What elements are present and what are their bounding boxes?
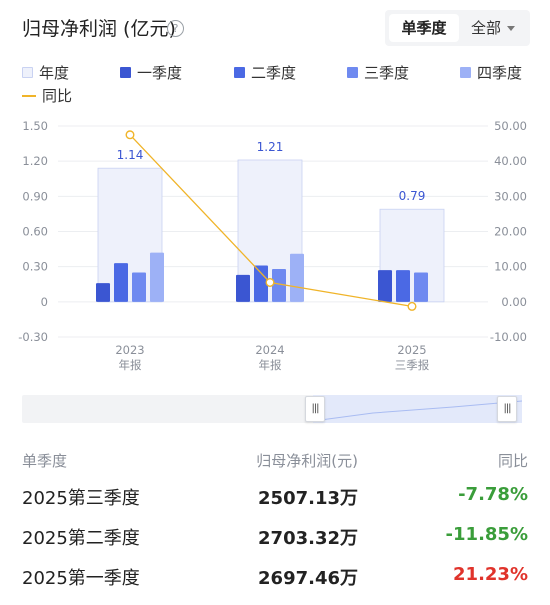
tab-all-label: 全部 bbox=[471, 19, 502, 37]
y-right-tick-label: 50.00 bbox=[494, 119, 527, 133]
legend-swatch-q1 bbox=[120, 67, 131, 78]
row-period: 2025第二季度 bbox=[22, 528, 140, 549]
quarterly-table: 单季度 归母净利润(元) 同比 2025第三季度 2507.13万 -7.78%… bbox=[0, 445, 550, 599]
chevron-down-icon bbox=[507, 25, 516, 31]
y-right-tick-label: 0.00 bbox=[501, 295, 527, 309]
y-left-tick-label: 0.60 bbox=[22, 225, 48, 239]
legend-item-yoy[interactable]: 同比 bbox=[22, 85, 72, 106]
legend-label-q1: 一季度 bbox=[137, 64, 183, 82]
legend-swatch-q2 bbox=[234, 67, 245, 78]
y-right-tick-label: 40.00 bbox=[494, 154, 527, 168]
range-slider-selection bbox=[312, 395, 523, 423]
legend-swatch-q3 bbox=[347, 67, 358, 78]
row-period: 2025第一季度 bbox=[22, 568, 140, 589]
y-left-tick-label: 1.20 bbox=[22, 154, 48, 168]
q2-bar bbox=[254, 265, 268, 302]
period-toggle: 单季度 全部 bbox=[385, 10, 530, 46]
y-right-tick-label: 30.00 bbox=[494, 189, 527, 203]
tab-all-dropdown[interactable]: 全部 bbox=[471, 14, 516, 42]
y-left-tick-label: -0.30 bbox=[18, 330, 48, 344]
chart-header: 归母净利润 (亿元) ? 单季度 全部 bbox=[0, 0, 550, 60]
tab-quarterly[interactable]: 单季度 bbox=[389, 14, 459, 42]
row-value: 2507.13万 bbox=[258, 488, 358, 509]
legend-item-q1[interactable]: 一季度 bbox=[120, 62, 182, 83]
table-row: 2025第一季度 2697.46万 21.23% bbox=[0, 559, 550, 599]
table-header: 单季度 归母净利润(元) 同比 bbox=[0, 445, 550, 479]
legend-label-q3: 三季度 bbox=[364, 64, 410, 82]
net-profit-chart: 1.50 1.20 0.90 0.60 0.30 0 -0.30 50.00 40.00 30.0… bbox=[18, 119, 527, 372]
y-right-tick-label: 10.00 bbox=[494, 260, 527, 274]
legend-label-yoy: 同比 bbox=[42, 87, 73, 105]
yoy-point bbox=[407, 301, 417, 311]
legend-swatch-annual bbox=[22, 67, 33, 78]
legend-item-q2[interactable]: 二季度 bbox=[234, 62, 296, 83]
q3-bar bbox=[414, 272, 428, 302]
range-slider[interactable]: ||| ||| bbox=[22, 395, 523, 423]
annual-value-label: 1.14 bbox=[117, 148, 144, 162]
y-left-tick-label: 1.50 bbox=[22, 119, 48, 133]
table-row: 2025第三季度 2507.13万 -7.78% bbox=[0, 479, 550, 519]
q2-bar bbox=[114, 263, 128, 302]
x-tick-year: 2023 bbox=[115, 343, 144, 357]
q3-bar bbox=[132, 272, 146, 302]
table-header-yoy: 同比 bbox=[497, 452, 528, 470]
range-slider-left-handle[interactable]: ||| bbox=[305, 396, 325, 422]
range-slider-trend-line bbox=[312, 400, 523, 422]
y-left-tick-label: 0.30 bbox=[22, 260, 48, 274]
q1-bar bbox=[378, 270, 392, 302]
x-tick-period: 年报 bbox=[259, 358, 282, 372]
row-yoy: -11.85% bbox=[445, 524, 528, 545]
x-tick-year: 2025 bbox=[397, 343, 426, 357]
table-row: 2025第二季度 2703.32万 -11.85% bbox=[0, 519, 550, 559]
legend-swatch-yoy bbox=[22, 94, 36, 97]
x-tick-period: 年报 bbox=[119, 358, 142, 372]
q3-bar bbox=[272, 269, 286, 302]
range-slider-right-handle[interactable]: ||| bbox=[497, 396, 517, 422]
y-left-tick-label: 0.90 bbox=[22, 189, 48, 203]
legend-label-annual: 年度 bbox=[39, 64, 70, 82]
chart-title: 归母净利润 (亿元) bbox=[22, 18, 176, 40]
q1-bar bbox=[96, 283, 110, 302]
table-header-value: 归母净利润(元) bbox=[256, 452, 358, 470]
yoy-point bbox=[265, 277, 275, 287]
x-tick-year: 2024 bbox=[255, 343, 284, 357]
legend-label-q2: 二季度 bbox=[251, 64, 297, 82]
row-value: 2697.46万 bbox=[258, 568, 358, 589]
row-yoy: 21.23% bbox=[453, 564, 528, 585]
legend-item-annual[interactable]: 年度 bbox=[22, 62, 69, 83]
x-tick-period: 三季报 bbox=[395, 358, 430, 372]
q4-bar bbox=[290, 253, 304, 302]
row-yoy: -7.78% bbox=[458, 484, 528, 505]
q1-bar bbox=[236, 274, 250, 302]
y-right-tick-label: 20.00 bbox=[494, 225, 527, 239]
row-value: 2703.32万 bbox=[258, 528, 358, 549]
yoy-point bbox=[125, 130, 135, 140]
legend-item-q4[interactable]: 四季度 bbox=[460, 62, 522, 83]
table-header-period: 单季度 bbox=[22, 452, 68, 470]
legend-swatch-q4 bbox=[460, 67, 471, 78]
row-period: 2025第三季度 bbox=[22, 488, 140, 509]
q2-bar bbox=[396, 270, 410, 302]
legend-item-q3[interactable]: 三季度 bbox=[347, 62, 409, 83]
y-right-tick-label: -10.00 bbox=[490, 330, 527, 344]
legend-label-q4: 四季度 bbox=[477, 64, 523, 82]
y-left-tick-label: 0 bbox=[41, 295, 48, 309]
annual-value-label: 1.21 bbox=[257, 140, 284, 154]
annual-value-label: 0.79 bbox=[399, 189, 426, 203]
q4-bar bbox=[150, 252, 164, 302]
question-circle-icon[interactable]: ? bbox=[167, 20, 184, 37]
